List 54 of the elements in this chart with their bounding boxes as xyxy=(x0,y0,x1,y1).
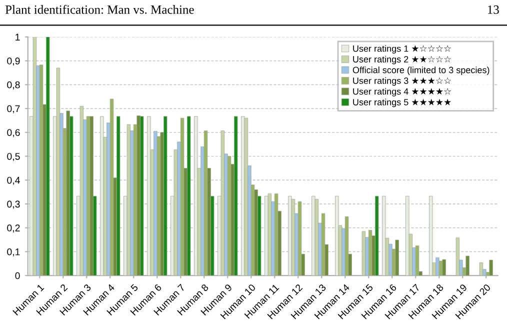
bar xyxy=(429,196,433,276)
y-tick-label: 0,9 xyxy=(7,58,20,66)
bar xyxy=(136,115,140,276)
bar xyxy=(164,116,168,276)
bar xyxy=(374,196,379,276)
bar xyxy=(66,110,70,276)
bar xyxy=(456,238,460,276)
bar xyxy=(194,116,198,276)
text: 13 xyxy=(488,5,499,14)
y-tick-label: 0,8 xyxy=(7,81,20,90)
bar xyxy=(466,256,470,276)
chart-title: Plant identification: Man vs. Machine xyxy=(5,4,194,14)
y-tick-label: 0,2 xyxy=(7,224,20,233)
bar xyxy=(244,118,248,276)
bar xyxy=(442,259,446,276)
y-tick-label: 0,5 xyxy=(7,152,20,162)
bar xyxy=(395,240,399,276)
y-tick-label: 0 xyxy=(15,272,20,280)
legend-label: User ratings 5 ★★★★★ xyxy=(353,98,452,108)
bar xyxy=(291,198,296,276)
bar xyxy=(335,196,339,276)
bar xyxy=(298,201,302,276)
legend-label: User ratings 1 ★☆☆☆☆ xyxy=(353,45,452,54)
bar xyxy=(116,116,120,276)
bar xyxy=(220,130,225,276)
y-tick-label: 1 xyxy=(16,34,20,40)
bar xyxy=(90,116,94,276)
y-tick-label: 0,3 xyxy=(7,200,20,209)
bar xyxy=(362,231,366,276)
bar xyxy=(479,262,484,276)
y-tick-label: 0,1 xyxy=(7,248,20,256)
legend-label: User ratings 4 ★★★★☆ xyxy=(353,88,452,96)
legend-label: User ratings 2 ★★☆☆☆ xyxy=(353,56,452,64)
bar xyxy=(314,198,319,276)
bar xyxy=(80,106,84,276)
y-tick-label: 0,4 xyxy=(7,176,20,185)
bar xyxy=(234,116,238,276)
bar xyxy=(126,124,131,276)
bar xyxy=(382,196,386,276)
bar xyxy=(140,116,144,276)
bar xyxy=(46,36,50,276)
bar xyxy=(268,193,272,276)
bar xyxy=(32,36,37,276)
bar xyxy=(406,196,410,276)
bar xyxy=(154,130,158,276)
bar xyxy=(436,257,440,276)
bar xyxy=(415,245,420,276)
y-tick-label: 0,6 xyxy=(7,129,20,138)
legend-label: Official score (limited to 3 species) xyxy=(352,66,490,75)
y-tick-label: 0,7 xyxy=(7,105,20,114)
bar xyxy=(489,260,493,276)
bar xyxy=(56,68,60,276)
bar xyxy=(187,116,191,276)
legend-label: User ratings 3 ★★★☆☆ xyxy=(353,77,452,86)
